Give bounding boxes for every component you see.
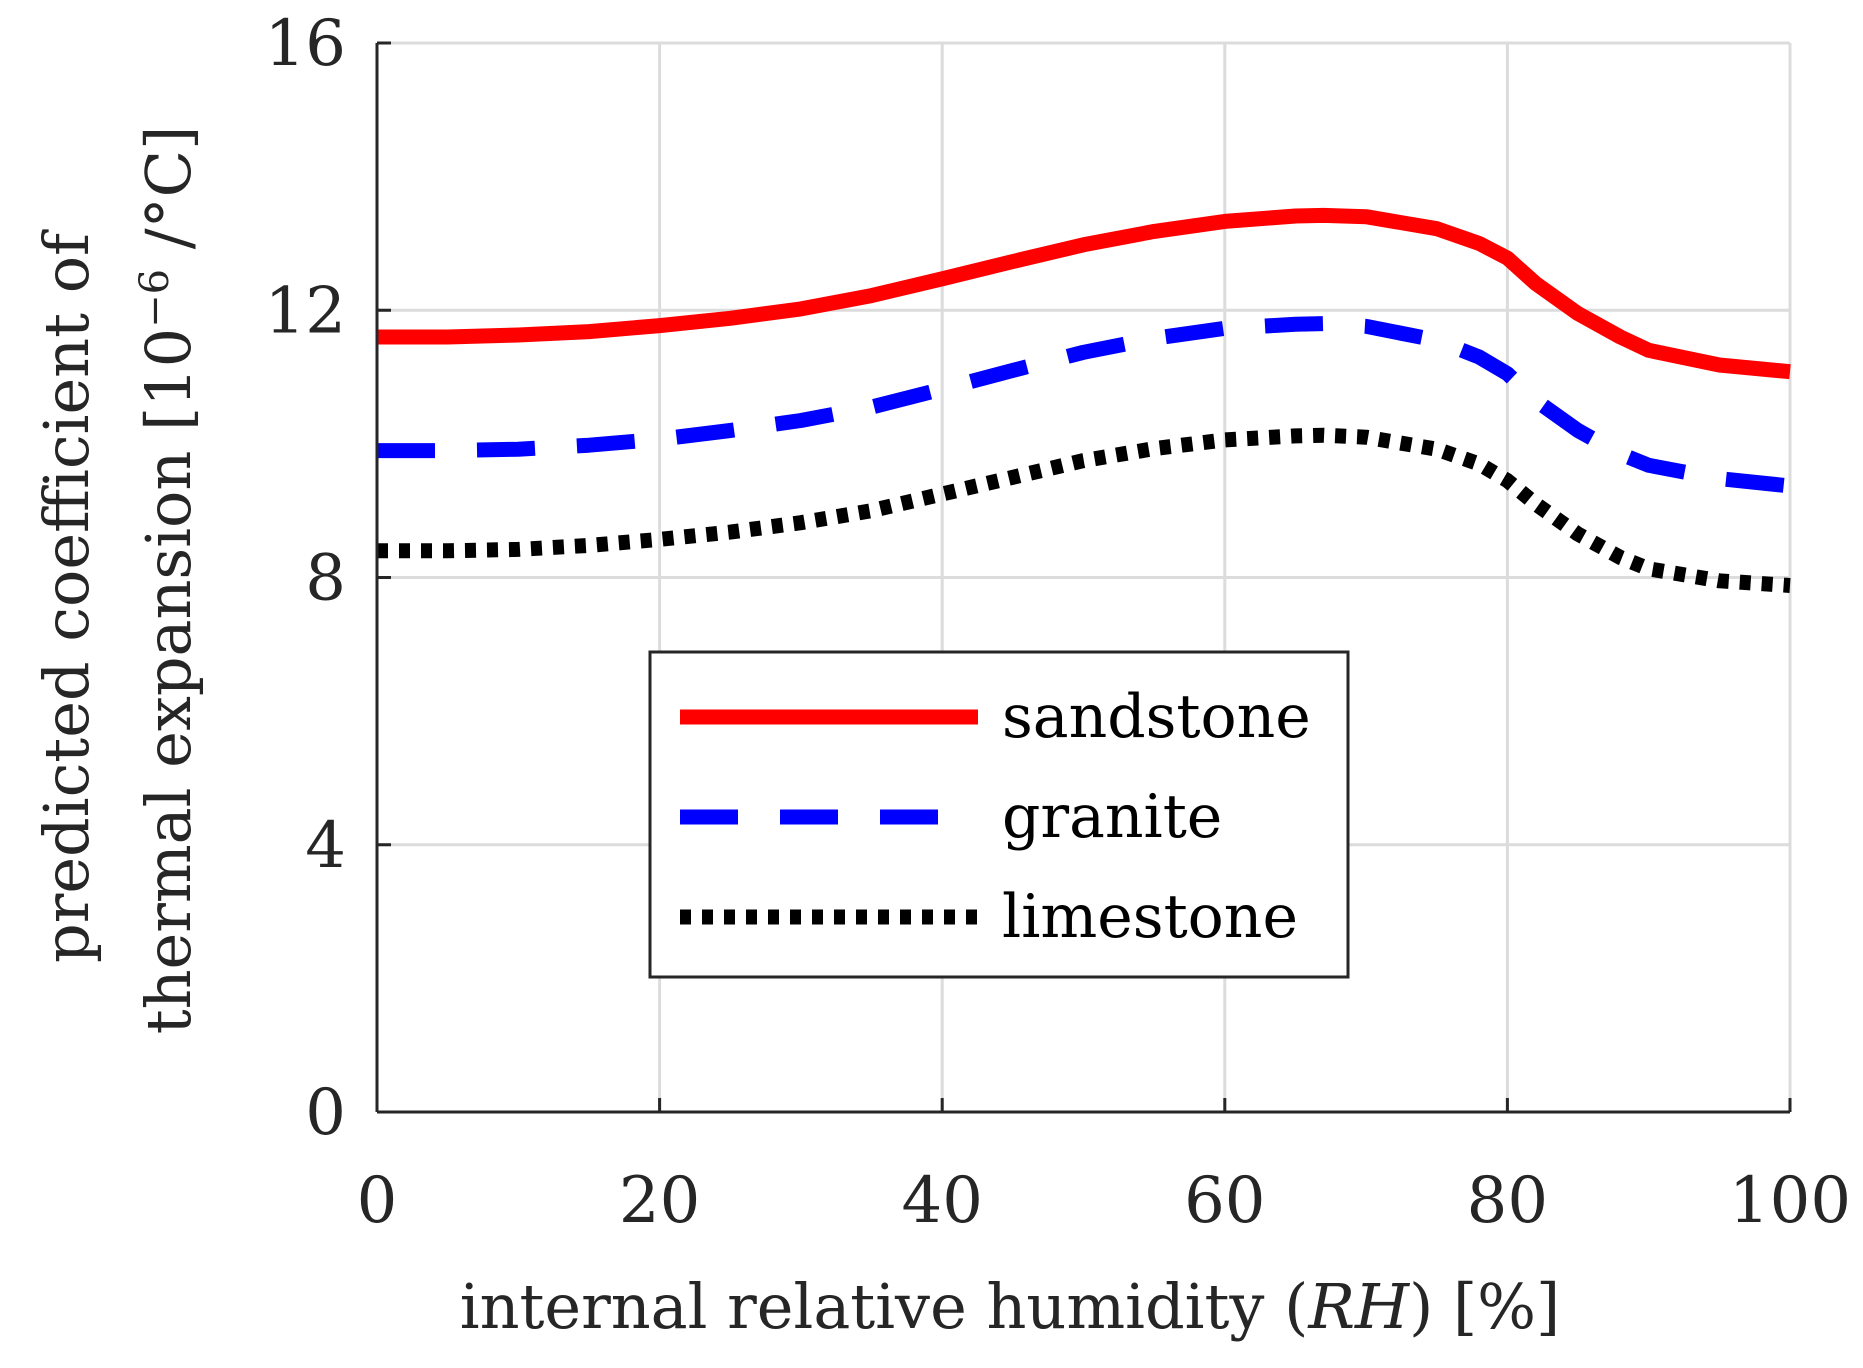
x-tick-label: 80	[1467, 1164, 1548, 1238]
series-line-granite	[377, 316, 1791, 494]
series-lines	[377, 207, 1791, 593]
series-line-limestone	[377, 427, 1791, 593]
y-tick-label: 16	[265, 7, 346, 81]
legend-label-sandstone: sandstone	[1002, 682, 1311, 752]
y-tick-label: 12	[265, 274, 346, 348]
x-tick-label: 60	[1184, 1164, 1265, 1238]
x-tick-label: 40	[901, 1164, 982, 1238]
y-tick-label: 0	[305, 1076, 346, 1150]
y-tick-label: 4	[305, 809, 346, 883]
x-tick-label: 0	[357, 1164, 398, 1238]
y-tick-label: 8	[305, 542, 346, 616]
legend-label-granite: granite	[1002, 782, 1222, 852]
legend-label-limestone: limestone	[1002, 882, 1298, 952]
x-axis-label: internal relative humidity (RH) [%]	[460, 1270, 1561, 1343]
x-tick-label: 100	[1729, 1164, 1851, 1238]
series-line-sandstone	[377, 207, 1791, 380]
y-axis-label-line2: thermal expansion [10−6 /°C]	[132, 126, 205, 1035]
tick-labels: 0 20 40 60 80 100 0 4 8 12 16	[265, 7, 1852, 1238]
y-axis-label-line1: predicted coefficient of	[30, 229, 103, 963]
x-tick-label: 20	[619, 1164, 700, 1238]
legend-box	[648, 650, 1350, 979]
legend: sandstone granite limestone	[648, 650, 1350, 979]
axes	[375, 41, 1792, 1114]
